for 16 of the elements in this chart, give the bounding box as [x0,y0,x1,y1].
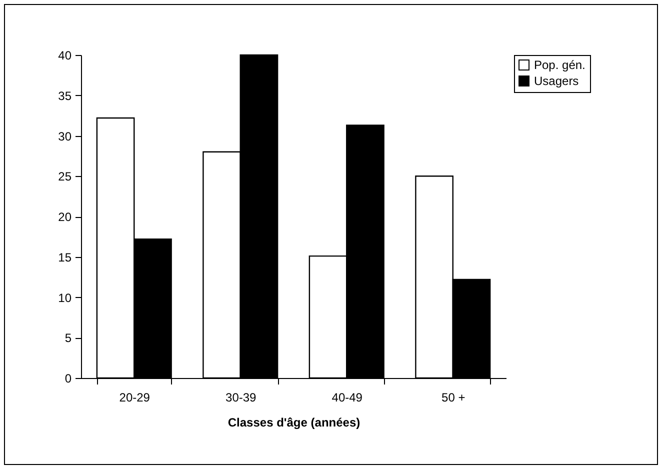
y-tick-label: 25 [58,170,72,184]
legend-label: Usagers [534,74,579,88]
x-axis-title: Classes d'âge (années) [228,416,360,430]
y-tick-label: 40 [58,48,72,62]
y-tick-label: 35 [58,88,72,103]
y-tick-label: 15 [58,250,72,264]
y-tick-label: 30 [58,129,72,144]
x-tick-label: 30-39 [226,390,257,404]
legend-label: Pop. gén. [534,58,586,72]
y-tick-label: 10 [58,290,72,305]
x-tick-label: 20-29 [119,390,150,404]
y-tick-label: 5 [64,331,72,346]
y-tick-label: 0 [64,372,72,386]
x-tick-label: 50 + [442,390,466,404]
x-tick-label: 40-49 [332,390,363,404]
y-tick-label: 20 [58,210,72,224]
